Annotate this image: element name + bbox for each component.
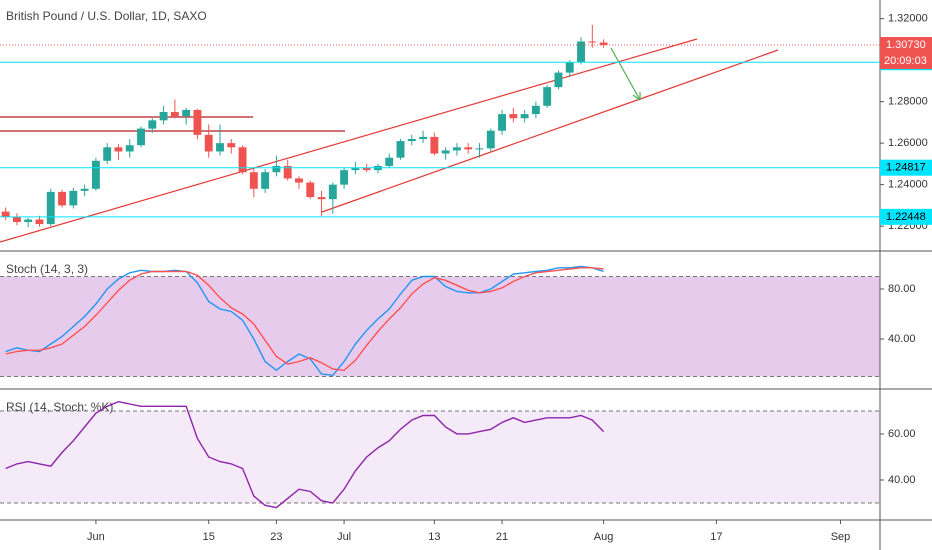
candle-body (80, 188, 89, 191)
candle-body (125, 145, 134, 152)
candle-body (114, 147, 123, 152)
candle-body (170, 112, 179, 117)
candle-body (531, 105, 540, 115)
candle-body (249, 172, 258, 189)
candle-body (306, 182, 315, 198)
candle-body (103, 147, 112, 161)
candle-body (486, 130, 495, 149)
x-tick-label: Jul (337, 531, 351, 543)
candle-body (148, 120, 157, 129)
pane-title: Stoch (14, 3, 3) (6, 262, 88, 276)
candle-body (24, 219, 33, 222)
y-tick-label: 1.28000 (888, 96, 928, 108)
candle-body (1, 211, 10, 217)
candle-body (204, 134, 213, 152)
candle-body (137, 128, 145, 146)
candle-body (35, 219, 44, 225)
price-label: 1.24817 (886, 162, 926, 174)
x-tick-label: 15 (203, 531, 215, 543)
x-tick-label: Sep (831, 531, 851, 543)
candle-body (441, 150, 450, 154)
candle-body (509, 114, 518, 119)
candle-body (193, 109, 202, 135)
candle-body (261, 172, 270, 189)
candle-body (227, 143, 236, 148)
y-tick-label: 40.00 (888, 333, 916, 345)
pane-title: RSI (14, Stoch: %K) (6, 400, 113, 414)
candle-body (407, 139, 416, 142)
candle-body (543, 87, 552, 106)
candle-body (475, 148, 484, 150)
candle-body (12, 216, 21, 222)
candle-body (238, 147, 247, 173)
candle-body (182, 109, 191, 117)
band-fill (0, 276, 880, 377)
indicator-line (5, 267, 604, 372)
y-tick-label: 1.32000 (888, 13, 928, 25)
candle-body (340, 170, 349, 185)
price-label: 1.22448 (886, 211, 926, 223)
countdown: 20:09:03 (884, 55, 927, 67)
last-price-box (880, 37, 932, 70)
candle-body (328, 184, 337, 200)
candle-body (295, 178, 303, 183)
candle-body (317, 197, 326, 200)
candle-body (216, 143, 224, 152)
candle-body (452, 147, 461, 151)
last-price-label: 1.30730 (886, 39, 926, 51)
price-label-box (880, 208, 932, 225)
candle-body (385, 157, 394, 166)
trend-line (321, 49, 779, 213)
candle-body (283, 165, 292, 179)
candle-body (69, 190, 78, 206)
candle-body (351, 168, 360, 171)
indicator-line (5, 400, 605, 509)
x-tick-label: Aug (594, 531, 614, 543)
x-tick-label: 21 (496, 531, 508, 543)
candle-body (46, 191, 55, 225)
indicator-line (5, 265, 604, 377)
band-fill (0, 410, 880, 503)
x-tick-label: 17 (710, 531, 722, 543)
y-tick-label: 1.24000 (888, 179, 928, 191)
candle-body (159, 112, 168, 121)
candle-body (272, 165, 281, 173)
candle-body (599, 42, 608, 46)
arrow (610, 47, 641, 101)
layers (0, 276, 880, 504)
candle-body (362, 168, 371, 171)
y-tick-label: 1.26000 (888, 137, 928, 149)
candle-body (554, 72, 563, 88)
price-label-box (880, 159, 932, 176)
y-tick-label: 40.00 (888, 474, 916, 486)
x-tick-label: Jun (87, 531, 105, 543)
candle-body (396, 141, 405, 158)
x-tick-label: 13 (428, 531, 440, 543)
y-tick-label: 80.00 (888, 283, 916, 295)
candle-body (430, 136, 439, 154)
candle-body (498, 114, 506, 131)
candle-body (419, 136, 428, 140)
candle-body (464, 147, 473, 150)
candle-body (577, 41, 585, 63)
candle-body (565, 62, 574, 73)
trend-line (0, 38, 698, 243)
candle-body (520, 114, 529, 119)
arrow-head (632, 92, 641, 101)
x-tick-label: 23 (270, 531, 282, 543)
candle-body (58, 191, 66, 206)
candle-body (91, 160, 100, 189)
candle-body (588, 41, 597, 43)
y-tick-label: 60.00 (888, 428, 916, 440)
chart-title: British Pound / U.S. Dollar, 1D, SAXO (6, 9, 207, 23)
